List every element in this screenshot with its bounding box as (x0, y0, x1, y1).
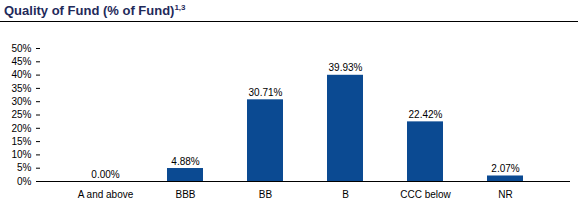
svg-text:40%: 40% (11, 69, 31, 80)
svg-text:2.07%: 2.07% (491, 163, 519, 174)
svg-text:B: B (342, 189, 349, 200)
svg-text:20%: 20% (11, 123, 31, 134)
svg-text:35%: 35% (11, 83, 31, 94)
svg-text:22.42%: 22.42% (409, 109, 443, 120)
svg-text:25%: 25% (11, 109, 31, 120)
svg-text:30.71%: 30.71% (249, 87, 283, 98)
svg-text:45%: 45% (11, 56, 31, 67)
svg-text:0.00%: 0.00% (91, 169, 119, 180)
svg-text:CCC below: CCC below (400, 189, 451, 200)
svg-text:4.88%: 4.88% (171, 156, 199, 167)
svg-text:BB: BB (259, 189, 273, 200)
svg-text:0%: 0% (17, 176, 32, 187)
svg-text:30%: 30% (11, 96, 31, 107)
svg-text:5%: 5% (17, 162, 32, 173)
svg-text:50%: 50% (11, 43, 31, 54)
svg-text:39.93%: 39.93% (329, 62, 363, 73)
svg-text:10%: 10% (11, 149, 31, 160)
svg-text:15%: 15% (11, 136, 31, 147)
svg-text:BBB: BBB (175, 189, 195, 200)
svg-text:NR: NR (498, 189, 512, 200)
html-text:Quality of Fund (% of Fund)1,3: Quality of Fund (% of Fund)1,3 (4, 2, 186, 18)
svg-text:A and above: A and above (78, 189, 134, 200)
